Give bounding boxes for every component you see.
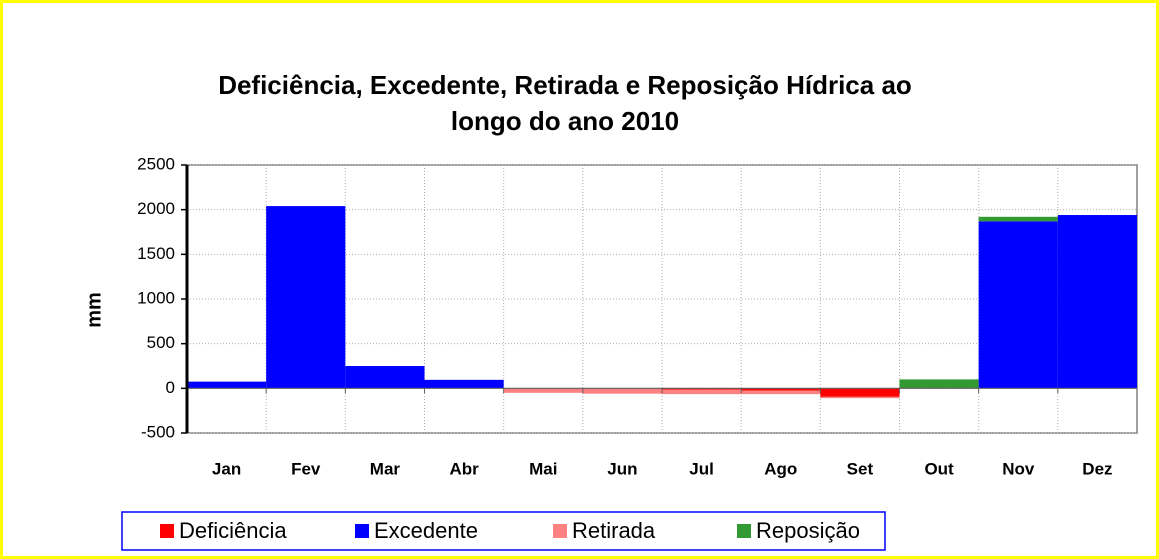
bar-segment <box>662 389 742 395</box>
bar-segment <box>899 379 979 389</box>
bar-segment <box>1057 215 1137 389</box>
bar-segment <box>187 381 267 389</box>
legend <box>121 511 886 551</box>
x-tick-label: Abr <box>449 459 479 478</box>
x-tick-label: Mai <box>529 459 557 478</box>
x-tick-label: Set <box>847 459 874 478</box>
legend-swatch <box>160 524 174 538</box>
y-tick-label: 1000 <box>137 288 175 307</box>
y-tick-label: 2000 <box>137 199 175 218</box>
x-tick-label: Jul <box>689 459 714 478</box>
x-tick-label: Fev <box>291 459 321 478</box>
legend-swatch <box>553 524 567 538</box>
y-tick-label: 500 <box>147 333 175 352</box>
bar-segment <box>266 206 346 389</box>
legend-label: Reposição <box>756 518 860 543</box>
bar-segment <box>978 221 1058 389</box>
x-tick-label: Mar <box>370 459 401 478</box>
x-tick-label: Nov <box>1002 459 1035 478</box>
bar-segment <box>345 366 425 389</box>
chart-title: Deficiência, Excedente, Retirada e Repos… <box>218 70 912 100</box>
x-tick-label: Dez <box>1082 459 1112 478</box>
bar-segment <box>820 396 900 399</box>
x-tick-label: Jun <box>607 459 637 478</box>
y-tick-label: 0 <box>166 378 175 397</box>
x-tick-label: Out <box>924 459 954 478</box>
legend-label: Excedente <box>374 518 478 543</box>
bar-segment <box>741 390 821 395</box>
y-tick-label: -500 <box>141 422 175 441</box>
bar-segment <box>582 388 662 394</box>
legend-label: Deficiência <box>179 518 287 543</box>
legend-label: Retirada <box>572 518 656 543</box>
bar-segment <box>978 216 1058 222</box>
bar-segment <box>424 379 504 389</box>
bar-segment <box>503 388 583 393</box>
y-tick-label: 1500 <box>137 244 175 263</box>
y-tick-label: 2500 <box>137 154 175 173</box>
x-tick-label: Ago <box>764 459 797 478</box>
legend-swatch <box>737 524 751 538</box>
y-axis-label: mm <box>83 292 105 328</box>
legend-swatch <box>355 524 369 538</box>
bar-segment <box>741 388 821 391</box>
bar-segment <box>820 388 900 397</box>
chart-title: longo do ano 2010 <box>451 106 679 136</box>
x-tick-label: Jan <box>212 459 241 478</box>
bar-segment <box>662 388 742 390</box>
